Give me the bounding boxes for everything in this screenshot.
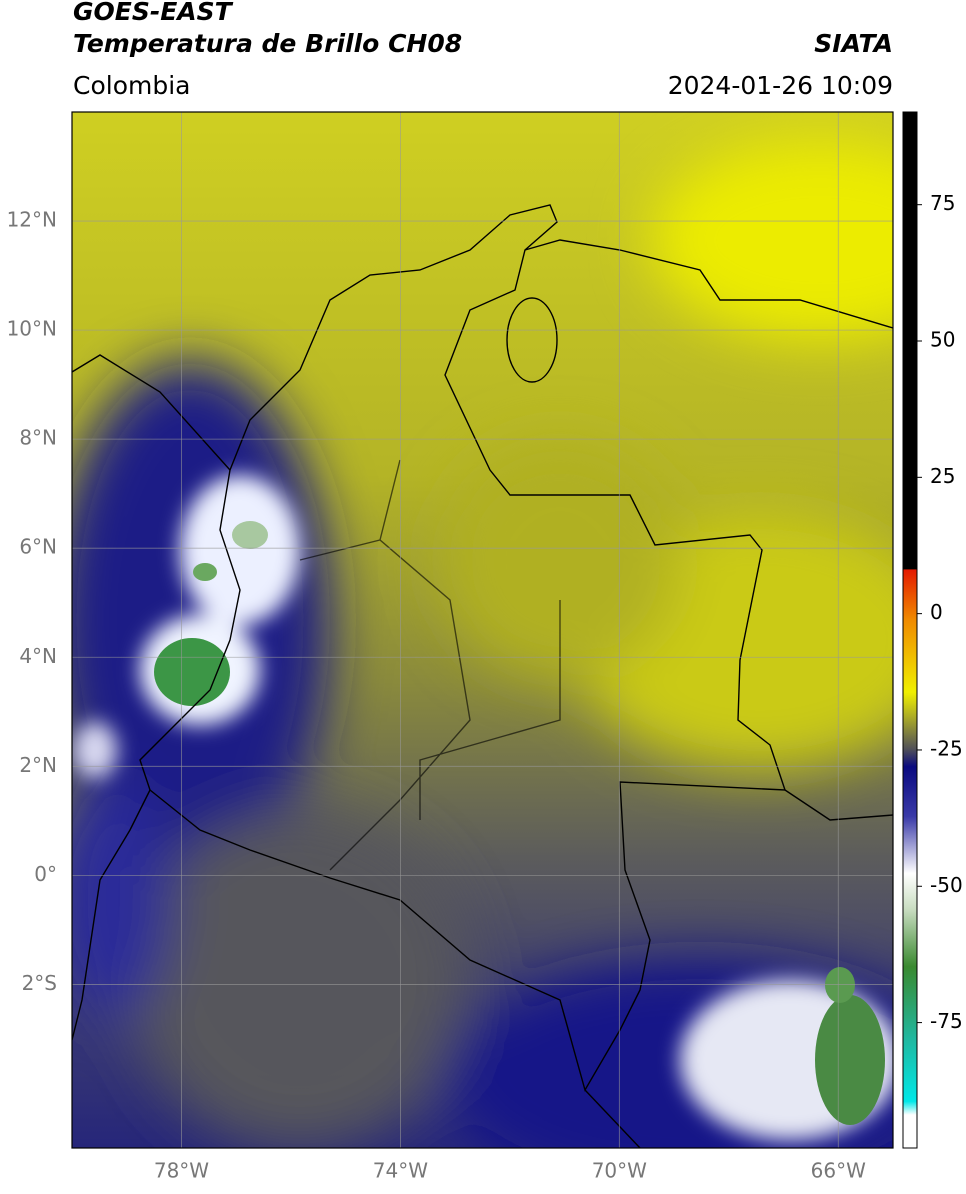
header: GOES-EAST Temperatura de Brillo CH08 SIA… <box>73 0 893 100</box>
colorbar <box>902 111 918 1149</box>
title: GOES-EAST <box>73 0 234 26</box>
graticule <box>72 112 893 1148</box>
y-tick-label: 12°N <box>7 208 57 232</box>
y-tick-label: 10°N <box>7 317 57 341</box>
colorbar-tick-label: -25 <box>930 736 963 760</box>
x-tick-label: 78°W <box>154 1159 209 1183</box>
y-tick-label: 6°N <box>19 535 57 559</box>
x-tick-label: 74°W <box>373 1159 428 1183</box>
colorbar-tick-label: 0 <box>930 600 943 624</box>
y-tick-label: 4°N <box>19 644 57 668</box>
subtitle: Temperatura de Brillo CH08 <box>73 29 462 58</box>
y-tick-label: 2°N <box>19 753 57 777</box>
region: Colombia <box>73 71 190 100</box>
colorbar-tick-label: -50 <box>930 873 963 897</box>
x-tick-label: 70°W <box>592 1159 647 1183</box>
map-frame <box>71 111 894 1149</box>
colorbar-tick-label: -75 <box>930 1009 963 1033</box>
satellite-image <box>72 112 893 1148</box>
y-tick-label: 8°N <box>19 426 57 450</box>
x-tick-label: 66°W <box>811 1159 866 1183</box>
colorbar-tick-label: 75 <box>930 191 955 215</box>
labels: 78°W 74°W 70°W 66°W 12°N 10°N 8°N 6°N 4°N 2°N 0° 2°… <box>7 191 963 1182</box>
source: SIATA <box>814 29 893 58</box>
colorbar-tick-label: 25 <box>930 464 955 488</box>
y-tick-label: 0° <box>34 862 57 886</box>
colorbar-tick-label: 50 <box>930 328 955 352</box>
timestamp: 2024-01-26 10:09 <box>668 71 893 100</box>
y-tick-label: 2°S <box>22 971 57 995</box>
